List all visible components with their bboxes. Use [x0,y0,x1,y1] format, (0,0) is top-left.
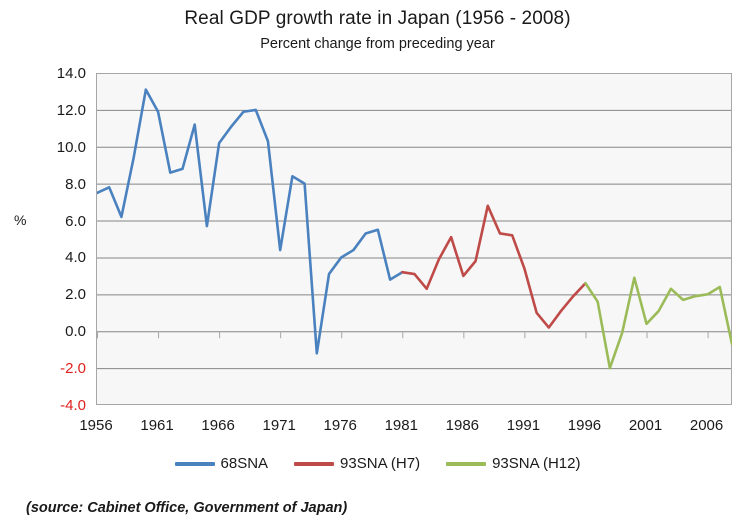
y-axis-tick-label: 8.0 [65,175,86,193]
series-lines-svg [97,73,732,405]
legend-item[interactable]: 93SNA (H12) [446,455,580,472]
y-axis-tick-label: 10.0 [56,138,86,156]
y-axis-tick-label: 2.0 [65,286,86,304]
y-axis-title: % [14,212,27,228]
plot-area [96,73,732,405]
chart-legend: 68SNA 93SNA (H7) 93SNA (H12) [0,455,755,472]
legend-label: 93SNA (H12) [492,455,581,472]
y-axis-tick-label: 6.0 [65,212,86,230]
x-axis-tick-label: 1976 [323,417,357,434]
y-axis-tick-label: 0.0 [65,323,86,341]
y-axis-tick-label: 12.0 [56,101,86,119]
source-note: (source: Cabinet Office, Government of J… [26,500,348,516]
legend-label: 93SNA (H7) [340,455,421,472]
legend-color-swatch [294,461,335,466]
legend-color-swatch [446,461,487,466]
x-axis-tick-label: 1971 [262,417,296,434]
y-axis-tick-label: -4.0 [60,397,86,414]
x-axis-tick-label: 1961 [140,417,174,434]
x-axis-tick-label: 1981 [384,417,418,434]
y-axis-tick-label: 14.0 [56,65,86,82]
x-axis-tick-label: 1991 [506,417,541,434]
legend-color-swatch [174,461,215,466]
series-line [400,204,587,329]
y-axis-tick-labels: 14.0 12.0 10.0 8.0 6.0 4.0 2.0 0.0 -2.0 -4.0 [30,0,86,532]
legend-item[interactable]: 93SNA (H7) [294,455,420,472]
y-axis-tick-label: -2.0 [60,360,86,378]
legend-label: 68SNA [220,455,269,472]
x-axis-tick-label: 2001 [628,417,663,434]
chart-subtitle: Percent change from preceding year [260,36,495,52]
series-line [97,88,404,355]
x-axis-tick-label: 1966 [201,417,235,434]
x-axis-tick-label: 1996 [567,417,602,434]
legend-item[interactable]: 68SNA [174,455,269,472]
x-axis-tick-label: 1986 [445,417,480,434]
x-axis-tick-label: 1956 [79,417,113,434]
x-axis-tick-label: 2006 [689,417,724,434]
series-line [584,276,732,370]
chart-title: Real GDP growth rate in Japan (1956 - 20… [184,8,571,29]
y-axis-tick-label: 4.0 [65,249,86,267]
